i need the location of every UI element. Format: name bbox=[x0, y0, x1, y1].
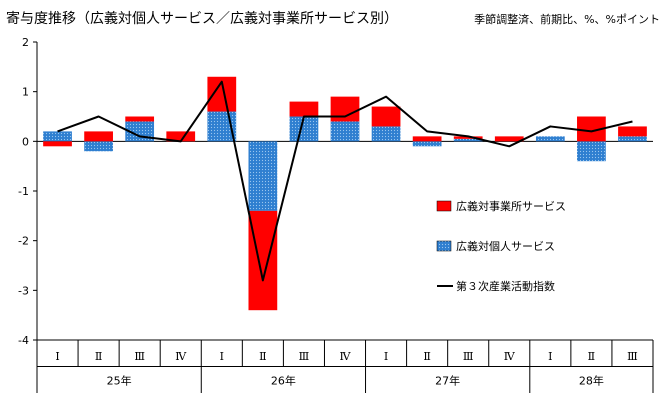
year-label: 28年 bbox=[579, 374, 604, 388]
index-line bbox=[57, 80, 633, 282]
bar-personal-service bbox=[577, 141, 606, 162]
quarter-label: Ⅱ bbox=[423, 350, 430, 363]
quarter-label: Ⅲ bbox=[463, 350, 474, 363]
line-tertiary-index bbox=[57, 80, 633, 282]
bars bbox=[43, 76, 647, 311]
quarter-label: Ⅱ bbox=[588, 350, 595, 363]
y-tick-label: -4 bbox=[18, 334, 29, 347]
quarter-label: Ⅳ bbox=[340, 350, 352, 363]
bar-business-service bbox=[371, 106, 401, 127]
bar-personal-service bbox=[248, 141, 278, 211]
bar-business-service bbox=[125, 116, 155, 122]
chart-title: 寄与度推移（広義対個人サービス／広義対事業所サービス別） bbox=[6, 11, 398, 27]
axes: 2 1 0 -1 -2 -3 -4 bbox=[18, 36, 653, 347]
year-label: 25年 bbox=[107, 374, 132, 388]
legend-label: 広義対事業所サービス bbox=[456, 199, 566, 213]
quarter-label: Ⅳ bbox=[504, 350, 516, 363]
legend-swatch bbox=[436, 200, 452, 212]
quarter-label: Ⅲ bbox=[134, 350, 145, 363]
bar-business-service bbox=[248, 210, 278, 311]
quarter-label: Ⅱ bbox=[95, 350, 102, 363]
bar-personal-service bbox=[371, 126, 401, 142]
bar-personal-service bbox=[618, 136, 647, 142]
quarter-label: Ⅰ bbox=[548, 350, 552, 363]
y-tick-label: 2 bbox=[22, 36, 29, 49]
unit-note: 季節調整済、前期比、%、%ポイント bbox=[474, 13, 660, 26]
bar-personal-service bbox=[43, 131, 72, 142]
bar-personal-service bbox=[289, 116, 319, 142]
legend-label: 広義対個人サービス bbox=[456, 239, 555, 253]
year-label: 27年 bbox=[435, 374, 460, 388]
bar-personal-service bbox=[84, 141, 113, 152]
year-label: 26年 bbox=[271, 374, 296, 388]
quarter-label: Ⅳ bbox=[175, 350, 187, 363]
quarter-label: Ⅰ bbox=[55, 350, 59, 363]
bar-business-service bbox=[330, 96, 360, 122]
y-tick-label: -3 bbox=[18, 284, 29, 297]
legend-swatch bbox=[436, 240, 452, 252]
quarter-label: Ⅰ bbox=[384, 350, 388, 363]
bar-personal-service bbox=[535, 136, 565, 142]
quarter-label: Ⅲ bbox=[299, 350, 310, 363]
bar-business-service bbox=[412, 136, 442, 142]
bar-business-service bbox=[494, 136, 524, 142]
bar-business-service bbox=[453, 136, 483, 139]
y-tick-label: 1 bbox=[22, 86, 29, 99]
bar-personal-service bbox=[453, 138, 483, 142]
quarter-label: Ⅱ bbox=[259, 350, 266, 363]
y-tick-label: -1 bbox=[18, 185, 29, 198]
quarter-label: Ⅲ bbox=[627, 350, 638, 363]
bar-business-service bbox=[618, 126, 647, 137]
bar-business-service bbox=[289, 101, 319, 117]
bar-personal-service bbox=[412, 141, 442, 147]
y-tick-label: -2 bbox=[18, 235, 29, 248]
bar-personal-service bbox=[330, 121, 360, 142]
y-tick-label: 0 bbox=[22, 135, 29, 148]
bar-business-service bbox=[166, 131, 196, 142]
bar-business-service bbox=[84, 131, 113, 142]
legend-label: 第３次産業活動指数 bbox=[456, 279, 555, 293]
bar-business-service bbox=[43, 141, 72, 147]
quarter-label: Ⅰ bbox=[220, 350, 224, 363]
